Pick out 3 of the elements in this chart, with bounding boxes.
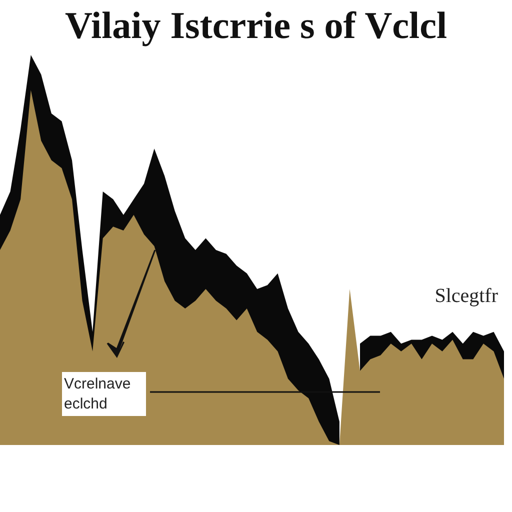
annotation: Vcrelnave eclchd — [64, 376, 135, 412]
annotation: Slcegtfr — [434, 285, 498, 307]
chart-title: Vilaiy Istcrrie s of Vclcl — [64, 5, 448, 47]
